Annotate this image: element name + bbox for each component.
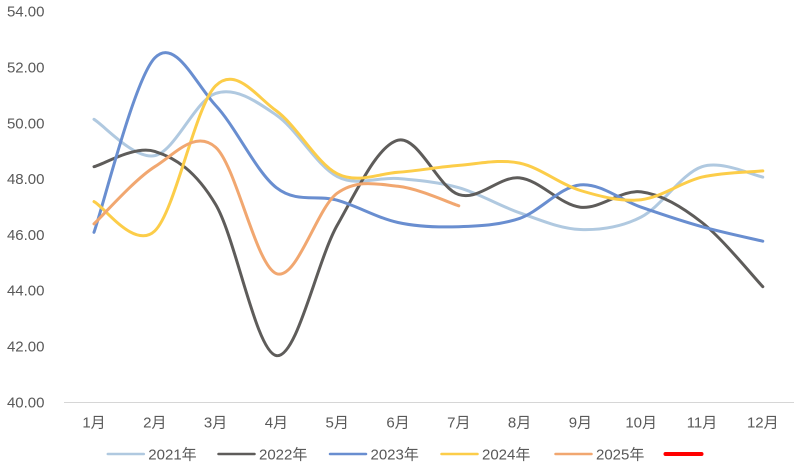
svg-text:52.00: 52.00 <box>7 60 45 77</box>
svg-text:48.00: 48.00 <box>7 171 45 188</box>
svg-text:54.00: 54.00 <box>7 4 45 21</box>
svg-text:2024年: 2024年 <box>482 446 530 463</box>
svg-text:12月: 12月 <box>747 415 779 432</box>
svg-text:46.00: 46.00 <box>7 227 45 244</box>
svg-text:44.00: 44.00 <box>7 283 45 300</box>
svg-text:2月: 2月 <box>143 415 166 432</box>
svg-text:50.00: 50.00 <box>7 115 45 132</box>
svg-text:7月: 7月 <box>447 415 470 432</box>
svg-text:40.00: 40.00 <box>7 394 45 411</box>
svg-text:2022年: 2022年 <box>259 446 307 463</box>
svg-text:4月: 4月 <box>265 415 288 432</box>
svg-text:8月: 8月 <box>508 415 531 432</box>
svg-text:5月: 5月 <box>326 415 349 432</box>
svg-text:10月: 10月 <box>625 415 657 432</box>
svg-text:11月: 11月 <box>687 415 718 432</box>
svg-text:2025年: 2025年 <box>596 446 644 463</box>
svg-text:1月: 1月 <box>82 415 105 432</box>
svg-text:3月: 3月 <box>204 415 227 432</box>
svg-text:6月: 6月 <box>386 415 409 432</box>
svg-text:2023年: 2023年 <box>371 446 419 463</box>
svg-text:9月: 9月 <box>569 415 592 432</box>
svg-text:42.00: 42.00 <box>7 339 45 356</box>
svg-text:2021年: 2021年 <box>148 446 196 463</box>
